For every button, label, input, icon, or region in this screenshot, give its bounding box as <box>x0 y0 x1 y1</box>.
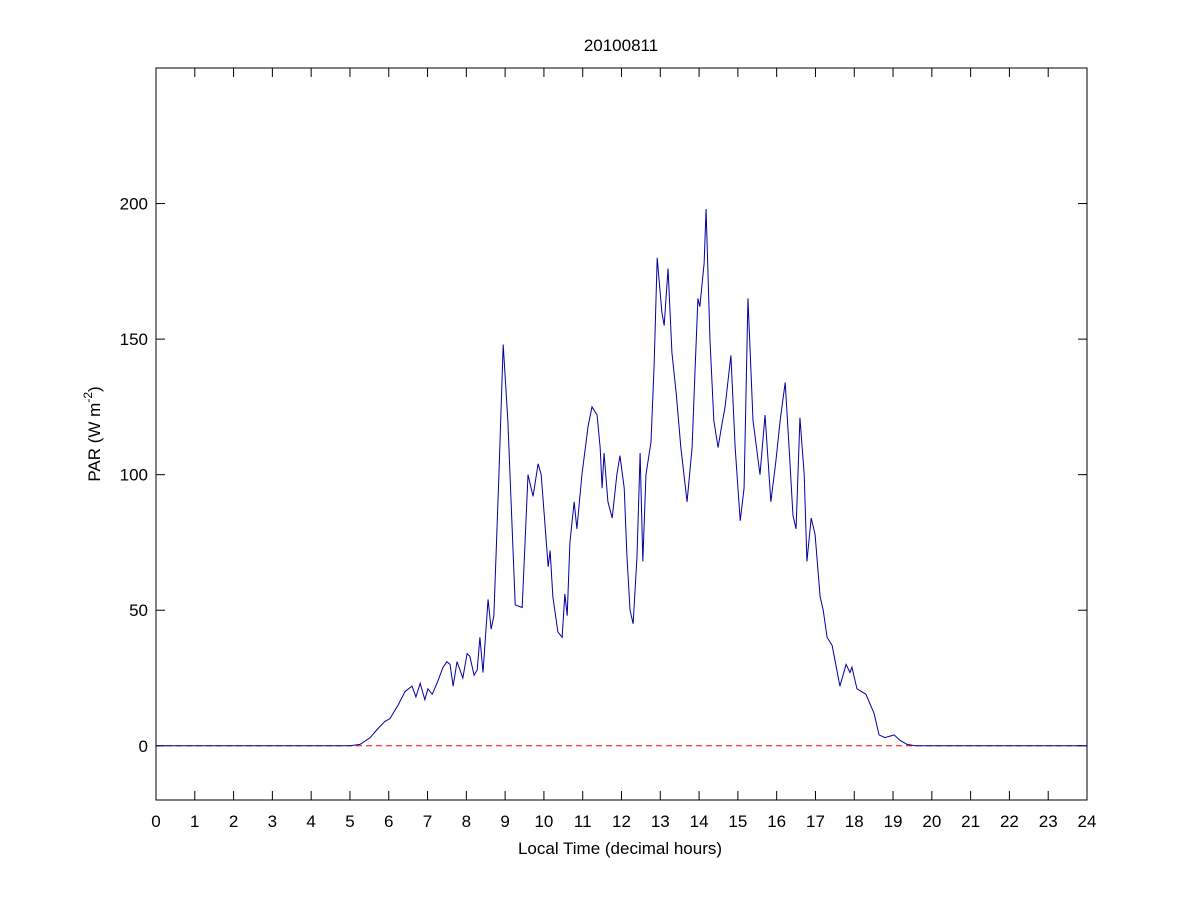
y-tick-label: 0 <box>139 737 148 756</box>
x-tick-label: 22 <box>1000 812 1019 831</box>
x-tick-label: 18 <box>845 812 864 831</box>
x-tick-label: 16 <box>767 812 786 831</box>
y-tick-label: 200 <box>120 195 148 214</box>
x-tick-label: 1 <box>190 812 199 831</box>
x-tick-label: 24 <box>1078 812 1097 831</box>
x-tick-label: 9 <box>500 812 509 831</box>
x-tick-label: 19 <box>884 812 903 831</box>
x-tick-label: 5 <box>345 812 354 831</box>
x-tick-label: 20 <box>922 812 941 831</box>
y-label-sup: -2 <box>81 392 95 403</box>
x-tick-label: 10 <box>534 812 553 831</box>
y-tick-label: 50 <box>129 601 148 620</box>
x-tick-label: 21 <box>961 812 980 831</box>
data-line <box>156 208 1087 747</box>
y-tick-label: 100 <box>120 466 148 485</box>
x-tick-label: 13 <box>651 812 670 831</box>
x-tick-label: 7 <box>423 812 432 831</box>
x-tick-label: 15 <box>728 812 747 831</box>
x-tick-label: 4 <box>306 812 315 831</box>
x-tick-label: 6 <box>384 812 393 831</box>
y-label-end: ) <box>85 386 104 392</box>
chart-title: 20100811 <box>584 36 658 55</box>
x-axis-label: Local Time (decimal hours) <box>518 839 722 858</box>
y-label-text: PAR (W m <box>85 403 104 482</box>
x-tick-label: 0 <box>151 812 160 831</box>
plot-frame <box>155 67 1088 801</box>
x-tick-label: 17 <box>806 812 825 831</box>
x-tick-label: 2 <box>229 812 238 831</box>
x-tick-label: 11 <box>574 812 592 831</box>
y-axis-label: PAR (W m-2) <box>81 386 104 481</box>
x-tick-label: 3 <box>268 812 277 831</box>
y-tick-label: 150 <box>120 330 148 349</box>
x-tick-label: 12 <box>612 812 631 831</box>
x-tick-label: 8 <box>462 812 471 831</box>
x-tick-label: 23 <box>1039 812 1058 831</box>
x-tick-label: 14 <box>690 812 709 831</box>
